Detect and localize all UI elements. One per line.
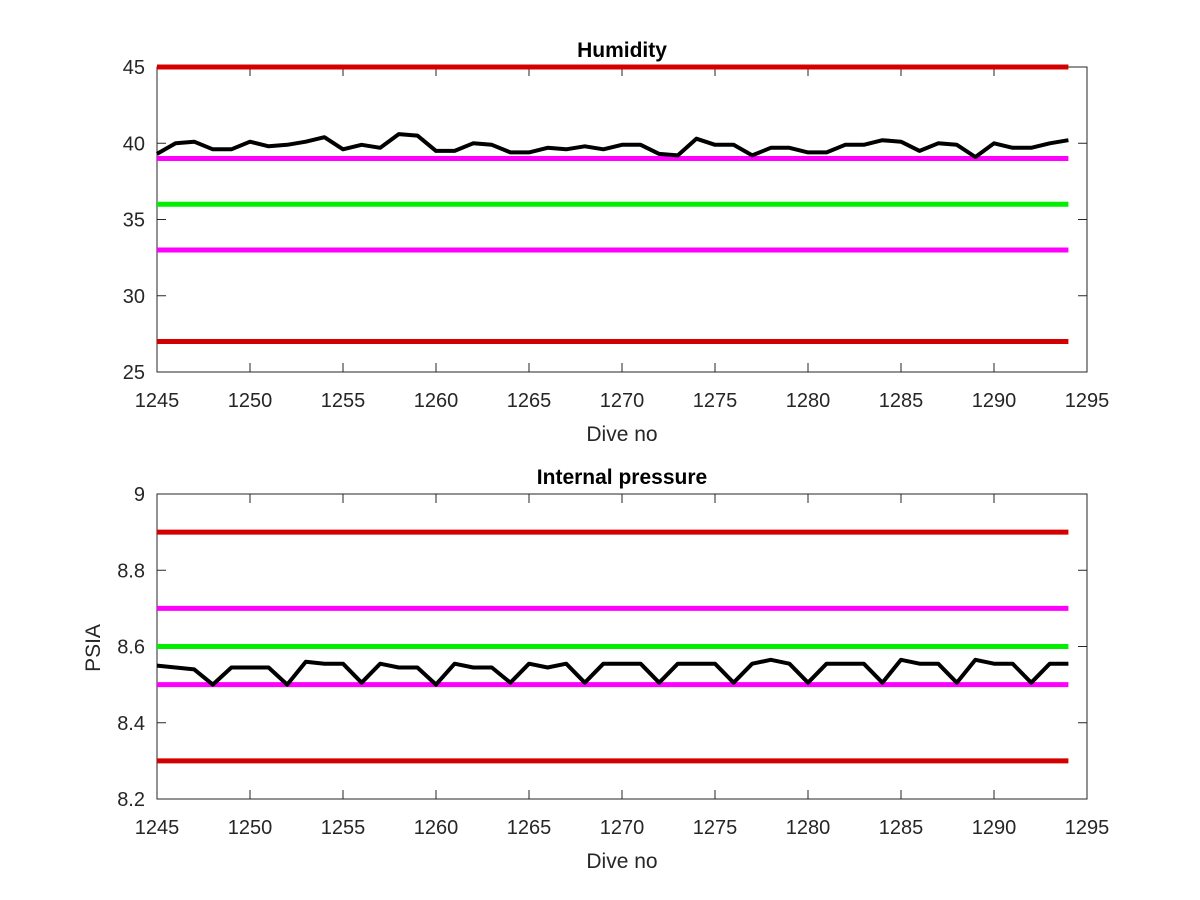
y-tick-label: 8.6	[117, 637, 145, 659]
x-tick-label: 1275	[693, 817, 738, 839]
y-tick-label: 40	[123, 133, 145, 155]
y-tick-label: 8.4	[117, 713, 145, 735]
y-tick-label: 8.2	[117, 789, 145, 811]
x-tick-label: 1275	[693, 390, 738, 412]
x-tick-label: 1280	[786, 817, 831, 839]
chart-humidity: Humidity Dive no 1245 1250 1255 1260 1265 127…	[123, 39, 1110, 446]
x-tick-label: 1285	[879, 817, 924, 839]
chart-internal-pressure: Internal pressure Dive no PSIA 1245 1250 1…	[82, 466, 1109, 873]
y-tick-label: 8.8	[117, 560, 145, 582]
x-tick-label: 1260	[414, 817, 459, 839]
x-tick-label: 1250	[228, 390, 273, 412]
x-tick-label: 1285	[879, 390, 924, 412]
y-tick-label: 35	[123, 210, 145, 232]
series-line	[156, 132, 1069, 159]
x-tick-label: 1280	[786, 390, 831, 412]
x-tick-label: 1290	[972, 390, 1017, 412]
y-tick-label: 30	[123, 286, 145, 308]
y-tick-label: 25	[123, 362, 145, 384]
chart-title: Humidity	[577, 39, 667, 62]
y-axis-label: PSIA	[82, 624, 105, 672]
axes-frame	[156, 66, 1088, 373]
chart-title: Internal pressure	[537, 466, 707, 489]
x-tick-label: 1295	[1065, 390, 1110, 412]
x-tick-label: 1255	[321, 817, 366, 839]
x-axis-label: Dive no	[586, 423, 657, 446]
x-tick-label: 1260	[414, 390, 459, 412]
x-tick-label: 1295	[1065, 817, 1110, 839]
x-tick-label: 1245	[135, 817, 180, 839]
x-tick-label: 1290	[972, 817, 1017, 839]
x-tick-label: 1270	[600, 390, 645, 412]
x-tick-label: 1255	[321, 390, 366, 412]
y-tick-label: 45	[123, 57, 145, 79]
series-line	[156, 657, 1069, 687]
x-tick-label: 1265	[507, 817, 552, 839]
x-tick-label: 1265	[507, 390, 552, 412]
y-tick-label: 9	[134, 484, 145, 506]
x-axis-label: Dive no	[586, 850, 657, 873]
x-tick-label: 1250	[228, 817, 273, 839]
x-tick-label: 1270	[600, 817, 645, 839]
x-tick-label: 1245	[135, 390, 180, 412]
